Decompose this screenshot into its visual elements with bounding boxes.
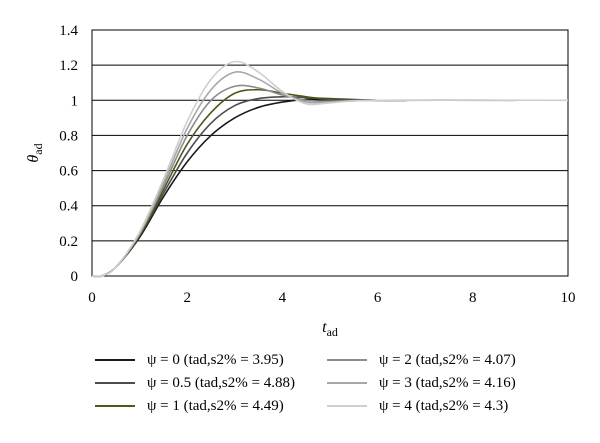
series-line-psi-2 bbox=[91, 84, 516, 278]
legend-label: ψ = 0.5 (tad,s2% = 4.88) bbox=[147, 374, 295, 391]
legend-swatch bbox=[95, 405, 135, 407]
gridlines bbox=[92, 29, 568, 277]
y-tick-label: 1.2 bbox=[59, 58, 78, 74]
legend-label: ψ = 4 (tad,s2% = 4.3) bbox=[379, 397, 509, 414]
y-tick-label: 0.4 bbox=[59, 199, 78, 215]
x-tick-label: 6 bbox=[374, 290, 382, 306]
y-tick-label: 0 bbox=[71, 269, 79, 285]
x-tick-label: 0 bbox=[88, 290, 96, 306]
legend-swatch bbox=[327, 359, 367, 361]
series-layer bbox=[91, 60, 569, 278]
plot-area-frame bbox=[91, 29, 569, 277]
legend-swatch bbox=[327, 405, 367, 407]
y-tick-labels: 0 0.2 0.4 0.6 0.8 1 1.2 1.4 bbox=[59, 23, 78, 285]
legend-swatch bbox=[95, 382, 135, 384]
x-tick-labels: 0 2 4 6 8 10 bbox=[88, 290, 575, 306]
y-tick-label: 0.8 bbox=[59, 128, 78, 144]
legend: ψ = 0 (tad,s2% = 3.95) ψ = 0.5 (tad,s2% =… bbox=[95, 350, 575, 430]
x-tick-label: 10 bbox=[561, 290, 576, 306]
y-tick-label: 1.4 bbox=[59, 23, 78, 39]
legend-item-psi-3: ψ = 3 (tad,s2% = 4.16) bbox=[327, 373, 516, 393]
chart-canvas: 0 2 4 6 8 10 0 0.2 0.4 0.6 0.8 1 1.2 1.4 tad θad bbox=[25, 23, 576, 339]
y-tick-label: 0.2 bbox=[59, 234, 78, 250]
series-line-psi-0.5 bbox=[91, 95, 407, 278]
series-line-psi-0 bbox=[91, 98, 407, 278]
legend-item-psi-0: ψ = 0 (tad,s2% = 3.95) bbox=[95, 350, 284, 370]
legend-label: ψ = 2 (tad,s2% = 4.07) bbox=[379, 351, 516, 368]
x-tick-label: 4 bbox=[279, 290, 287, 306]
x-tick-label: 2 bbox=[183, 290, 191, 306]
legend-label: ψ = 3 (tad,s2% = 4.16) bbox=[379, 374, 516, 391]
legend-item-psi-1: ψ = 1 (tad,s2% = 4.49) bbox=[95, 396, 284, 416]
legend-item-psi-2: ψ = 2 (tad,s2% = 4.07) bbox=[327, 350, 516, 370]
x-tick-label: 8 bbox=[469, 290, 477, 306]
y-tick-label: 1 bbox=[71, 93, 79, 109]
x-axis-label: tad bbox=[322, 319, 338, 339]
legend-label: ψ = 0 (tad,s2% = 3.95) bbox=[147, 351, 284, 368]
legend-label: ψ = 1 (tad,s2% = 4.49) bbox=[147, 397, 284, 414]
legend-swatch bbox=[327, 382, 367, 384]
series-line-psi-4 bbox=[91, 60, 569, 278]
y-axis-label: θad bbox=[25, 143, 45, 162]
legend-item-psi-4: ψ = 4 (tad,s2% = 4.3) bbox=[327, 396, 508, 416]
series-line-psi-1 bbox=[91, 88, 407, 278]
legend-swatch bbox=[95, 359, 135, 361]
y-tick-label: 0.6 bbox=[59, 164, 78, 180]
legend-item-psi-0.5: ψ = 0.5 (tad,s2% = 4.88) bbox=[95, 373, 295, 393]
